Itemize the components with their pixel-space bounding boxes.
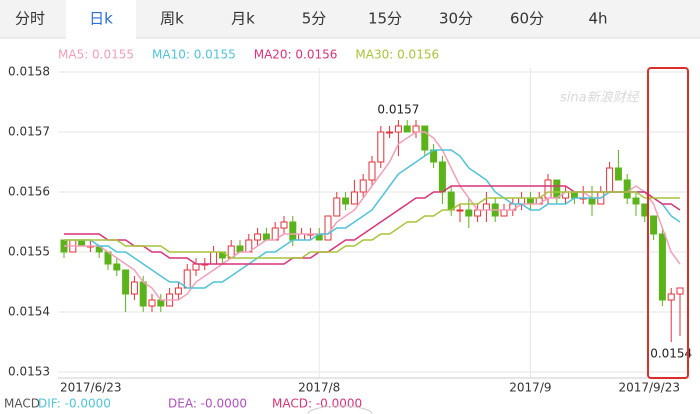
candle-body bbox=[78, 239, 86, 247]
x-tick-label: 2017/6/23 bbox=[60, 381, 122, 395]
candle-body bbox=[280, 221, 288, 229]
candle-body bbox=[377, 131, 385, 163]
candle-body bbox=[544, 179, 552, 199]
candle-body bbox=[465, 209, 473, 217]
y-tick-label: 0.0154 bbox=[8, 305, 50, 319]
candle-body bbox=[518, 197, 526, 205]
candle-body bbox=[623, 179, 631, 199]
tab[interactable]: 15分 bbox=[368, 10, 402, 28]
candle-body bbox=[254, 233, 262, 241]
x-tick-label: 2017/9 bbox=[509, 381, 551, 395]
active-tab[interactable] bbox=[66, 0, 136, 39]
candle-body bbox=[210, 251, 218, 265]
ma-line bbox=[64, 149, 681, 289]
candle-body bbox=[183, 269, 191, 289]
candle-body bbox=[122, 269, 130, 295]
candle-body bbox=[148, 299, 156, 307]
highlight-box bbox=[647, 67, 689, 379]
tab[interactable]: 5分 bbox=[302, 10, 327, 28]
candle-body bbox=[588, 197, 596, 205]
y-tick-label: 0.0157 bbox=[8, 125, 50, 139]
candle-body bbox=[262, 233, 270, 241]
candle-body bbox=[421, 125, 429, 151]
candle-body bbox=[500, 209, 508, 217]
watermark: sina新浪财经 bbox=[560, 90, 641, 106]
candle-body bbox=[614, 167, 622, 181]
candle-body bbox=[394, 125, 402, 133]
candle-body bbox=[403, 125, 411, 133]
ma-legend: MA20: 0.0156 bbox=[254, 48, 338, 62]
candle-body bbox=[298, 233, 306, 241]
candle-body bbox=[438, 161, 446, 193]
candle-body bbox=[447, 191, 455, 211]
candle-body bbox=[236, 245, 244, 253]
candle-body bbox=[676, 287, 684, 295]
annotation: 0.0157 bbox=[377, 103, 419, 117]
candle-body bbox=[289, 221, 297, 241]
candle-body bbox=[359, 179, 367, 193]
macd-item: MACD: -0.0000 bbox=[272, 397, 362, 411]
candle-body bbox=[526, 197, 534, 205]
candle-body bbox=[553, 179, 561, 199]
tab[interactable]: 4h bbox=[588, 10, 607, 28]
candle-body bbox=[456, 209, 464, 212]
macd-item: DIF: -0.0000 bbox=[38, 397, 111, 411]
candle-body bbox=[342, 197, 350, 205]
scroll-handle[interactable] bbox=[307, 405, 373, 414]
candle-body bbox=[482, 203, 490, 211]
ma-legend: MA30: 0.0156 bbox=[355, 48, 439, 62]
candle-body bbox=[386, 131, 394, 134]
tab[interactable]: 30分 bbox=[439, 10, 473, 28]
candle-body bbox=[192, 263, 200, 271]
macd-title: MACD bbox=[4, 397, 40, 411]
ma-legend: MA5: 0.0155 bbox=[58, 48, 134, 62]
tab[interactable]: 周k bbox=[160, 10, 184, 28]
candle-body bbox=[474, 209, 482, 217]
candle-body bbox=[650, 215, 658, 235]
y-tick-label: 0.0156 bbox=[8, 185, 50, 199]
candle-body bbox=[658, 233, 666, 301]
candle-body bbox=[139, 281, 147, 307]
candle-body bbox=[606, 167, 614, 193]
y-tick-label: 0.0155 bbox=[8, 245, 50, 259]
tab[interactable]: 日k bbox=[89, 10, 113, 28]
candle-body bbox=[368, 161, 376, 181]
candle-body bbox=[350, 191, 358, 205]
tab[interactable]: 60分 bbox=[510, 10, 544, 28]
candle-body bbox=[157, 299, 165, 307]
candle-body bbox=[412, 125, 420, 133]
x-tick-label: 2017/9/23 bbox=[618, 381, 680, 395]
ma-line bbox=[64, 191, 680, 259]
candle-body bbox=[174, 287, 182, 295]
candle-body bbox=[667, 293, 675, 301]
tab[interactable]: 分时 bbox=[15, 10, 45, 28]
y-tick-label: 0.0158 bbox=[8, 65, 50, 79]
candle-body bbox=[333, 197, 341, 217]
x-tick-label: 2017/8 bbox=[298, 381, 340, 395]
macd-item: DEA: -0.0000 bbox=[168, 397, 247, 411]
annotation: 0.0154 bbox=[650, 347, 692, 361]
y-tick-label: 0.0153 bbox=[8, 365, 50, 379]
candle-body bbox=[130, 281, 138, 295]
candle-body bbox=[324, 215, 332, 241]
ma-legend: MA10: 0.0155 bbox=[152, 48, 236, 62]
candle-body bbox=[641, 203, 649, 217]
candle-body bbox=[632, 197, 640, 205]
candle-body bbox=[570, 191, 578, 199]
candle-body bbox=[113, 263, 121, 271]
tab[interactable]: 月k bbox=[231, 10, 255, 28]
